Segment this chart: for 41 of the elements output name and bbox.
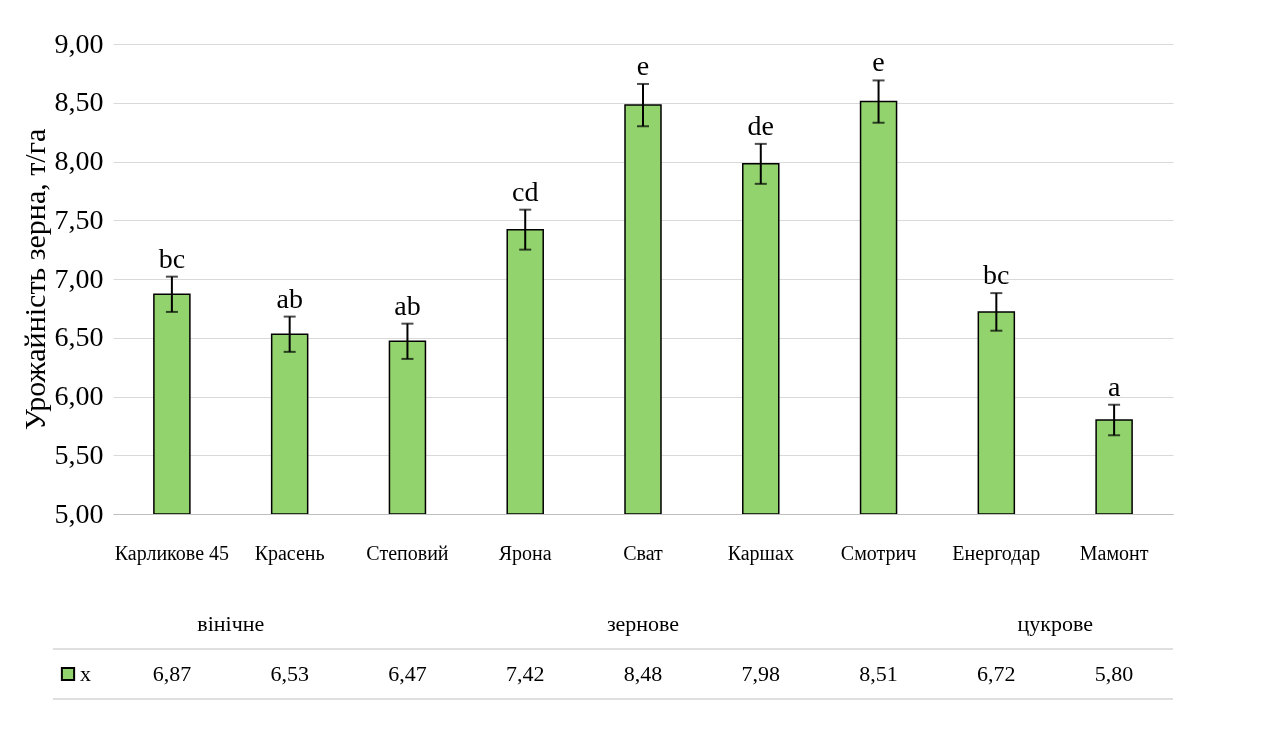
annotation: ab — [276, 282, 303, 314]
y-tick-label: 9,00 — [54, 27, 104, 59]
y-tick-label: 6,50 — [54, 321, 104, 353]
x-tick-label: Смотрич — [840, 542, 917, 565]
text: зернове — [606, 611, 680, 636]
x-tick-label: Степовий — [366, 542, 449, 564]
data-label: 6,53 — [270, 661, 309, 686]
x-tick-label: Енергодар — [952, 542, 1041, 565]
annotation: a — [1107, 370, 1121, 402]
annotation: bc — [158, 242, 186, 274]
data-label: 8,51 — [859, 661, 898, 686]
data-label: 6,47 — [388, 661, 427, 686]
data-label: 6,87 — [152, 661, 192, 686]
annotation: cd — [512, 175, 539, 207]
x-tick-label: Мамонт — [1079, 542, 1149, 564]
data-label: 7,42 — [505, 661, 545, 686]
y-tick-label: 7,50 — [54, 203, 104, 235]
annotation: bc — [983, 259, 1010, 291]
x-tick-label: Карликове 45 — [114, 542, 230, 565]
x-tick-label: Каршах — [727, 542, 794, 565]
data-label: 5,80 — [1094, 661, 1134, 686]
annotation: de — [747, 109, 774, 141]
y-tick-label: 8,50 — [54, 86, 104, 118]
text: вінічне — [197, 611, 265, 636]
data-label: 6,72 — [977, 661, 1016, 686]
y-tick-label: 8,00 — [54, 145, 104, 176]
y-axis-title: Урожайність зерна, т/га — [17, 128, 51, 431]
annotation: e — [636, 49, 650, 81]
y-tick-label: 5,00 — [54, 497, 104, 529]
annotation: e — [872, 46, 885, 78]
y-tick-label: 5,50 — [54, 438, 104, 470]
text: цукрове — [1017, 611, 1093, 636]
y-tick-label: 7,00 — [54, 262, 104, 294]
data-label: 7,98 — [741, 661, 781, 686]
data-label: 8,48 — [623, 661, 663, 686]
legend-label: x — [80, 661, 91, 686]
x-tick-label: Красень — [254, 542, 325, 565]
annotation: ab — [394, 289, 421, 321]
y-tick-label: 6,00 — [54, 380, 104, 411]
x-tick-label: Ярона — [498, 542, 552, 565]
x-tick-label: Сват — [623, 542, 664, 564]
